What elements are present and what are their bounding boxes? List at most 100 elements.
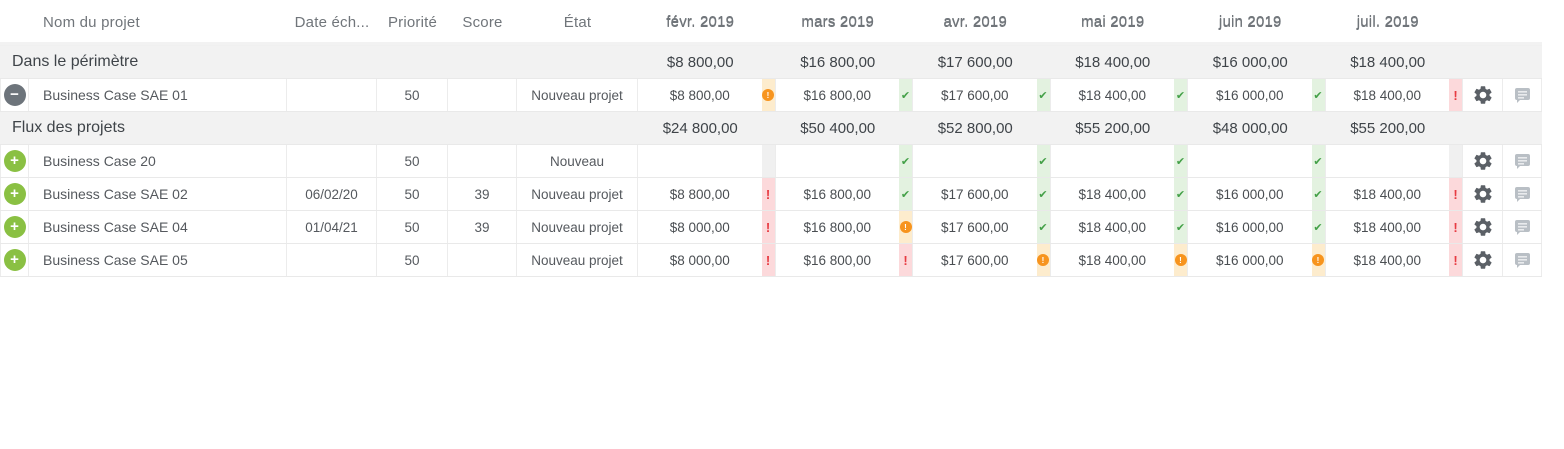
status-indicator <box>1311 178 1325 210</box>
status-indicator <box>1036 244 1050 276</box>
table-row: + Business Case 20 50 Nouveau <box>0 145 1542 178</box>
status-indicator <box>761 211 775 243</box>
priority-cell[interactable]: 50 <box>377 244 448 276</box>
month-cell[interactable]: $17 600,00 <box>913 79 1051 111</box>
col-header-priority[interactable]: Priorité <box>387 14 438 31</box>
add-to-scope-button[interactable]: + <box>3 150 26 172</box>
month-cell[interactable]: $8 000,00 <box>638 211 776 243</box>
month-cell[interactable]: $16 800,00 <box>776 244 913 276</box>
comment-button[interactable] <box>1503 178 1541 210</box>
status-indicator <box>1036 211 1050 243</box>
priority-cell[interactable]: 50 <box>377 79 448 111</box>
month-cell[interactable]: $16 800,00 <box>776 79 913 111</box>
status-indicator <box>761 244 775 276</box>
col-header-due[interactable]: Date éch... <box>294 14 370 31</box>
month-cell[interactable]: $17 600,00 <box>913 178 1051 210</box>
comment-button[interactable] <box>1503 79 1541 111</box>
group-total: $18 400,00 <box>1350 53 1426 71</box>
month-cell[interactable] <box>1188 145 1326 177</box>
month-cell[interactable] <box>913 145 1051 177</box>
status-indicator <box>1311 211 1325 243</box>
add-to-scope-button[interactable]: + <box>3 216 26 238</box>
status-indicator <box>1449 145 1462 177</box>
month-cell[interactable]: $18 400,00 <box>1051 211 1188 243</box>
add-to-scope-button[interactable]: + <box>3 249 26 271</box>
month-cell[interactable]: $17 600,00 <box>913 244 1051 276</box>
month-cell[interactable]: $16 000,00 <box>1188 178 1326 210</box>
gear-icon <box>1473 251 1492 269</box>
month-cell[interactable]: $18 400,00 <box>1326 178 1463 210</box>
priority-cell[interactable]: 50 <box>377 178 448 210</box>
month-cell[interactable]: $18 400,00 <box>1051 178 1188 210</box>
project-name[interactable]: Business Case SAE 01 <box>29 79 287 111</box>
remove-from-scope-button[interactable]: − <box>3 84 26 106</box>
due-date-cell[interactable] <box>287 244 377 276</box>
gear-icon <box>1473 185 1492 203</box>
gear-icon <box>1473 218 1492 236</box>
group-total: $18 400,00 <box>1075 53 1151 71</box>
table-row: + Business Case SAE 04 01/04/21 50 39 No… <box>0 211 1542 244</box>
settings-button[interactable] <box>1463 244 1502 276</box>
month-cell[interactable]: $16 000,00 <box>1188 211 1326 243</box>
month-cell[interactable] <box>638 145 776 177</box>
settings-button[interactable] <box>1463 145 1502 177</box>
month-cell[interactable]: $8 800,00 <box>638 178 776 210</box>
month-cell[interactable]: $18 400,00 <box>1051 79 1188 111</box>
comment-button[interactable] <box>1503 145 1541 177</box>
month-header: mai 2019 <box>1081 12 1145 30</box>
table-row: + Business Case SAE 05 50 Nouveau projet… <box>0 244 1542 277</box>
month-header: avr. 2019 <box>943 12 1007 30</box>
month-cell[interactable] <box>1326 145 1463 177</box>
group-label: Flux des projets <box>12 119 125 136</box>
settings-button[interactable] <box>1463 79 1502 111</box>
month-cell[interactable]: $16 000,00 <box>1188 244 1326 276</box>
col-header-name[interactable]: Nom du projet <box>43 14 140 31</box>
status-indicator <box>899 79 912 111</box>
status-indicator <box>1174 79 1187 111</box>
comment-button[interactable] <box>1503 244 1541 276</box>
status-indicator <box>1174 244 1187 276</box>
month-cell[interactable]: $8 000,00 <box>638 244 776 276</box>
state-cell[interactable]: Nouveau projet <box>517 79 638 111</box>
state-cell[interactable]: Nouveau projet <box>517 178 638 210</box>
month-cell[interactable] <box>776 145 913 177</box>
month-cell[interactable] <box>1051 145 1188 177</box>
due-date-cell[interactable] <box>287 145 377 177</box>
priority-cell[interactable]: 50 <box>377 145 448 177</box>
due-date-cell[interactable]: 01/04/21 <box>287 211 377 243</box>
settings-button[interactable] <box>1463 211 1502 243</box>
month-cell[interactable]: $18 400,00 <box>1326 79 1463 111</box>
col-header-state[interactable]: État <box>563 14 592 31</box>
project-name[interactable]: Business Case SAE 02 <box>29 178 287 210</box>
month-cell[interactable]: $8 800,00 <box>638 79 776 111</box>
group-total: $17 600,00 <box>937 53 1013 71</box>
score-cell <box>448 79 517 111</box>
month-header: juil. 2019 <box>1356 14 1419 31</box>
state-cell[interactable]: Nouveau <box>517 145 638 177</box>
state-cell[interactable]: Nouveau projet <box>517 211 638 243</box>
month-cell[interactable]: $17 600,00 <box>913 211 1051 243</box>
score-cell: 39 <box>448 178 517 210</box>
project-name[interactable]: Business Case 20 <box>29 145 287 177</box>
priority-cell[interactable]: 50 <box>377 211 448 243</box>
status-indicator <box>899 211 912 243</box>
col-header-score[interactable]: Score <box>462 14 503 31</box>
month-cell[interactable]: $18 400,00 <box>1051 244 1188 276</box>
month-cell[interactable]: $16 800,00 <box>776 178 913 210</box>
state-cell[interactable]: Nouveau projet <box>517 244 638 276</box>
month-header: févr. 2019 <box>666 12 735 30</box>
month-cell[interactable]: $16 800,00 <box>776 211 913 243</box>
month-cell[interactable]: $16 000,00 <box>1188 79 1326 111</box>
month-header: févr. 2019 <box>666 14 735 31</box>
month-cell[interactable]: $18 400,00 <box>1326 244 1463 276</box>
status-indicator <box>1311 145 1325 177</box>
due-date-cell[interactable]: 06/02/20 <box>287 178 377 210</box>
project-name[interactable]: Business Case SAE 05 <box>29 244 287 276</box>
month-cell[interactable]: $18 400,00 <box>1326 211 1463 243</box>
settings-button[interactable] <box>1463 178 1502 210</box>
project-name[interactable]: Business Case SAE 04 <box>29 211 287 243</box>
comment-button[interactable] <box>1503 211 1541 243</box>
status-indicator <box>1036 79 1050 111</box>
due-date-cell[interactable] <box>287 79 377 111</box>
add-to-scope-button[interactable]: + <box>3 183 26 205</box>
